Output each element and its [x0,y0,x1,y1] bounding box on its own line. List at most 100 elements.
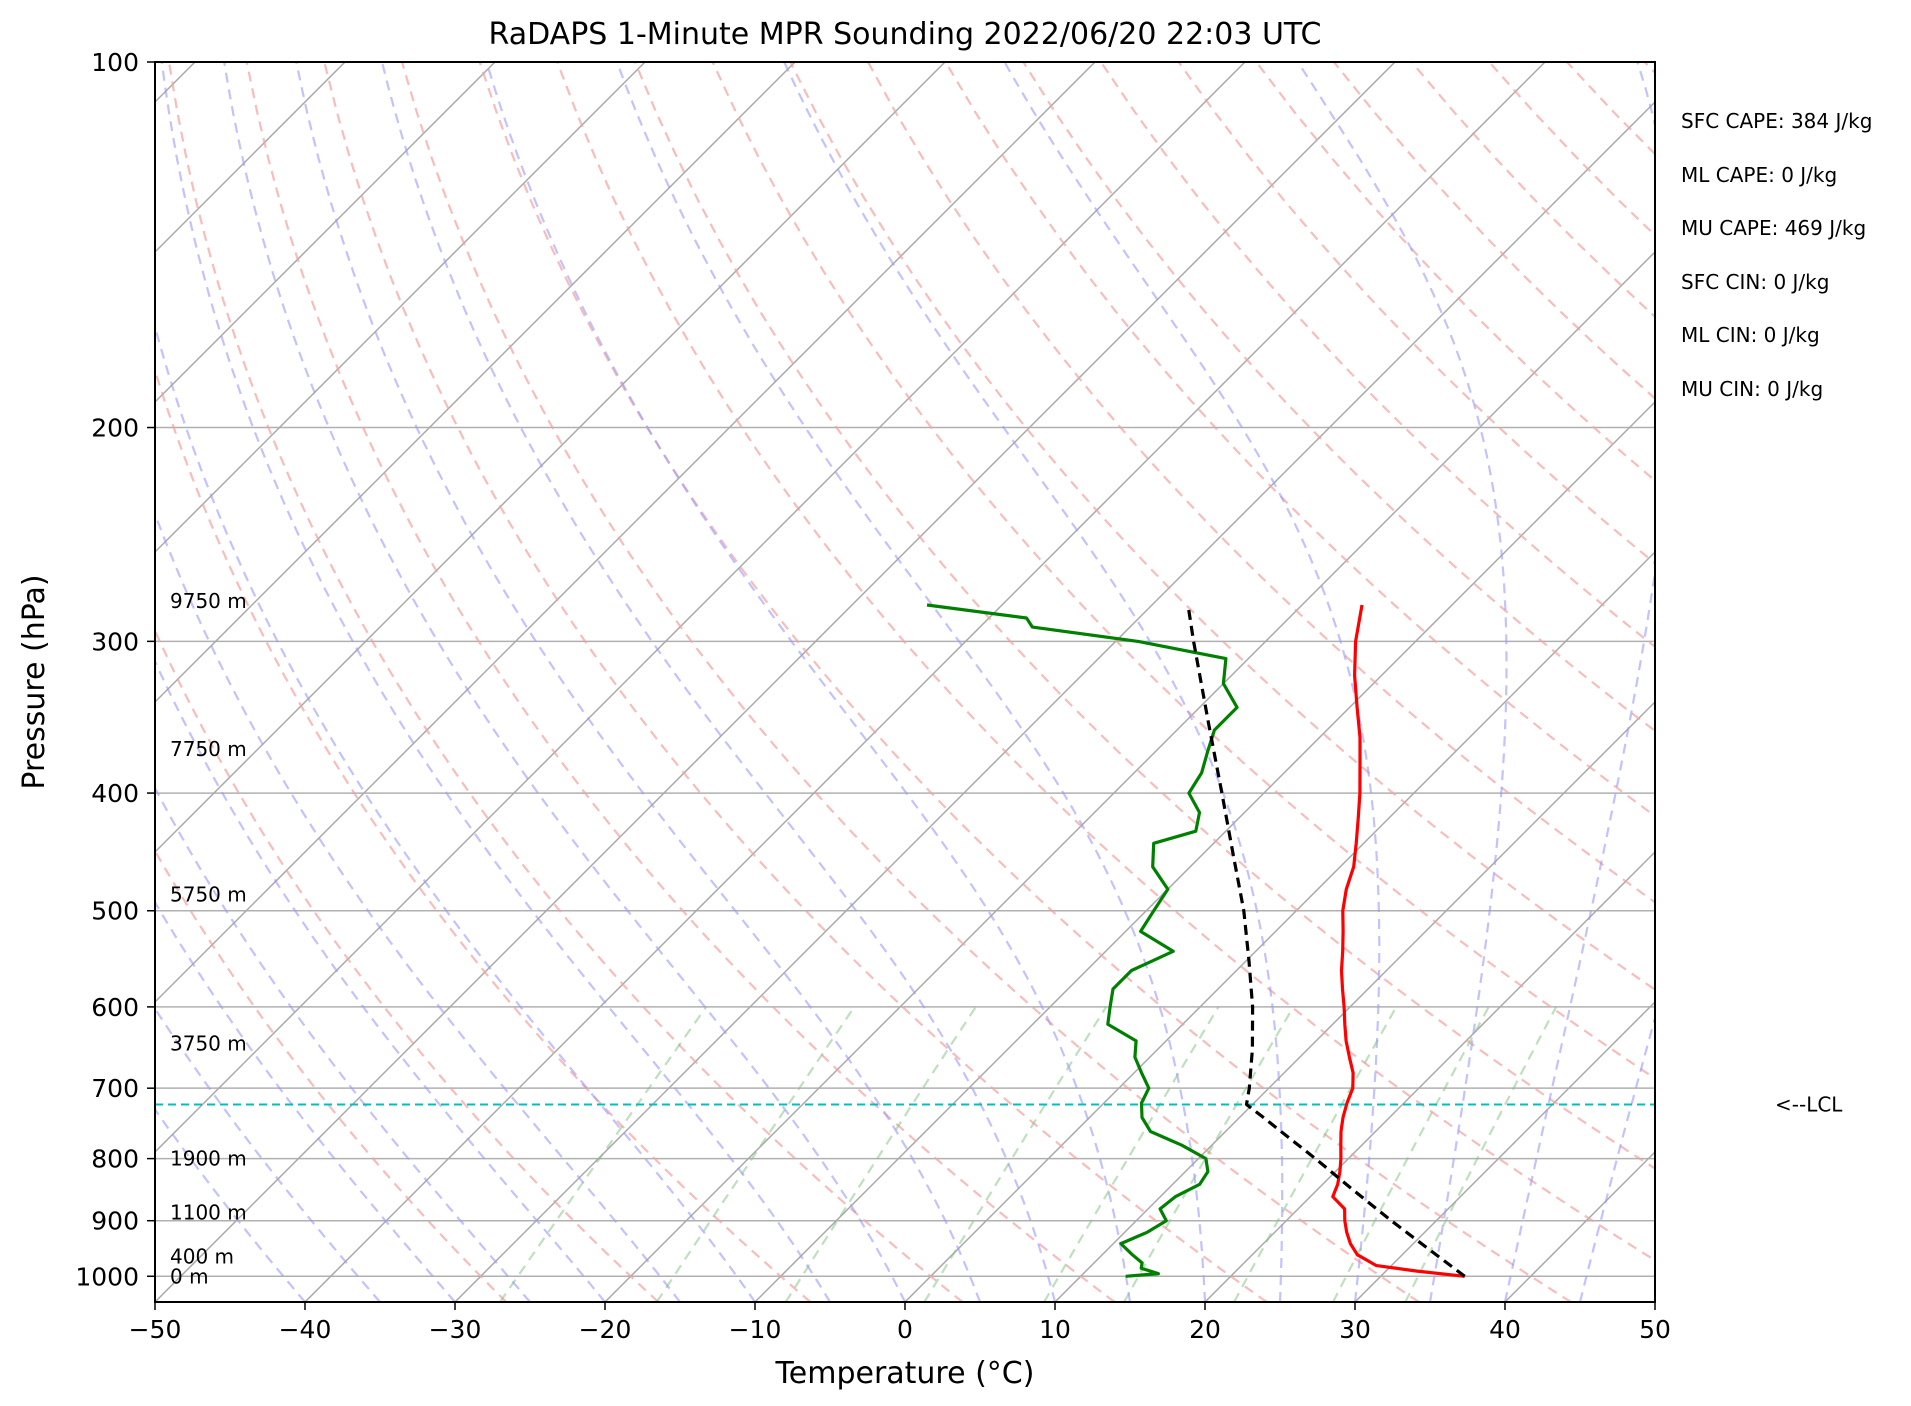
moist-adiabat [1003,62,1381,1302]
x-tick-label: −10 [729,1315,782,1344]
dry-adiabat [867,62,1655,904]
stat-sfc-cin: SFC CIN: 0 J/kg [1681,270,1829,294]
parcel-profile [1186,604,1466,1278]
moist-adiabat [155,511,681,1302]
mixing-ratio-line [784,1006,977,1302]
dry-adiabat [155,366,812,1302]
dry-adiabats [155,62,1655,1302]
isotherm-line [1204,850,1655,1302]
stat-sfc-cape: SFC CAPE: 384 J/kg [1681,109,1872,133]
height-label: 1900 m [170,1147,247,1171]
dry-adiabat [1022,62,1655,733]
mixing-ratio-line [655,1006,856,1302]
dry-adiabat [478,62,1572,1302]
dry-adiabat [155,848,507,1302]
x-tick-label: −30 [429,1315,482,1344]
height-label: 7750 m [170,737,247,761]
moist-adiabat [615,62,1207,1302]
dry-adiabat [323,62,1268,1302]
moist-adiabat [783,62,1284,1302]
moist-adiabat [485,62,1132,1302]
stat-ml-cape: ML CAPE: 0 J/kg [1681,163,1837,187]
moist-adiabat [1296,62,1508,1302]
dry-adiabat [633,62,1655,1170]
plot-area [155,62,1655,1302]
moist-adiabat [223,62,906,1302]
y-axis-title: Pressure (hPa) [17,574,52,789]
moist-adiabat [380,62,1057,1302]
y-tick-label: 300 [91,627,139,656]
isotherm-line [155,62,1096,1004]
mixing-ratio-line [923,1006,1108,1302]
isotherm-line [454,100,1655,1302]
y-tick-label: 100 [91,48,139,77]
mixing-ratio-line [499,1006,708,1302]
x-tick-label: 50 [1639,1315,1671,1344]
moist-adiabat [155,659,606,1302]
dry-adiabat [944,62,1655,818]
isotherm-line [155,62,646,554]
stat-ml-cin: ML CIN: 0 J/kg [1681,323,1820,347]
isotherm-line [155,62,1246,1154]
chart-title: RaDAPS 1-Minute MPR Sounding 2022/06/20 … [489,17,1322,52]
dry-adiabat [167,62,964,1302]
isotherm-line [304,62,1546,1302]
mixing-ratio-line [1332,1006,1490,1302]
height-label: 0 m [170,1264,209,1288]
isotherm-line [904,550,1655,1302]
stats-panel: SFC CAPE: 384 J/kg ML CAPE: 0 J/kg MU CA… [1681,109,1872,401]
dewpoint-profile [926,603,1239,1278]
y-axis-ticks: 100 200 300 400 500 600 700 800 900 1000 [75,48,155,1291]
x-tick-label: −50 [129,1315,182,1344]
x-tick-label: 10 [1039,1315,1071,1344]
stat-mu-cin: MU CIN: 0 J/kg [1681,377,1823,401]
sounding-profiles [926,603,1466,1278]
x-tick-label: −40 [279,1315,332,1344]
x-tick-label: 30 [1339,1315,1371,1344]
mixing-ratio-line [1404,1006,1558,1302]
moist-adiabats [155,62,1655,1302]
y-tick-label: 1000 [75,1262,139,1291]
x-tick-label: 20 [1189,1315,1221,1344]
moist-adiabat [1578,1014,1655,1302]
y-tick-label: 400 [91,779,139,808]
isotherm-line [155,62,796,704]
x-tick-label: −20 [579,1315,632,1344]
mixing-ratio-line [1233,1006,1398,1302]
x-tick-label: 40 [1489,1315,1521,1344]
y-tick-label: 800 [91,1145,139,1174]
y-tick-label: 900 [91,1207,139,1236]
x-axis-title: Temperature (°C) [775,1356,1035,1391]
height-label: 3750 m [170,1031,247,1055]
x-axis-ticks: −50 −40 −30 −20 −10 0 10 20 30 40 50 [129,1302,1671,1344]
mixing-ratio-lines [499,1006,1558,1302]
moist-adiabat [155,1107,306,1302]
height-label: 5750 m [170,883,247,907]
isotherm-line [155,62,1396,1302]
dry-adiabat [245,62,1116,1302]
y-tick-label: 500 [91,897,139,926]
moist-adiabat [295,62,982,1302]
temperature-profile [1331,604,1465,1278]
isotherm-line [1354,1000,1655,1302]
height-label: 1100 m [170,1200,247,1224]
y-tick-label: 700 [91,1074,139,1103]
lcl-label: <--LCL [1775,1092,1843,1116]
height-label: 400 m [170,1244,234,1268]
y-tick-label: 200 [91,414,139,443]
moist-adiabat [1503,62,1655,1302]
moist-adiabat [155,322,756,1302]
dry-adiabat [789,62,1655,991]
height-labels: 9750 m 7750 m 5750 m 3750 m 1900 m 1100 m 400 … [170,589,247,1288]
moist-adiabat [160,62,831,1302]
stat-mu-cape: MU CAPE: 469 J/kg [1681,216,1866,240]
dry-adiabat [155,628,660,1302]
height-label: 9750 m [170,589,247,613]
dry-adiabat [711,62,1655,1080]
isotherm-line [1054,700,1655,1302]
isotherm-line [155,62,946,854]
isotherm-line [155,62,496,404]
y-tick-label: 600 [91,993,139,1022]
